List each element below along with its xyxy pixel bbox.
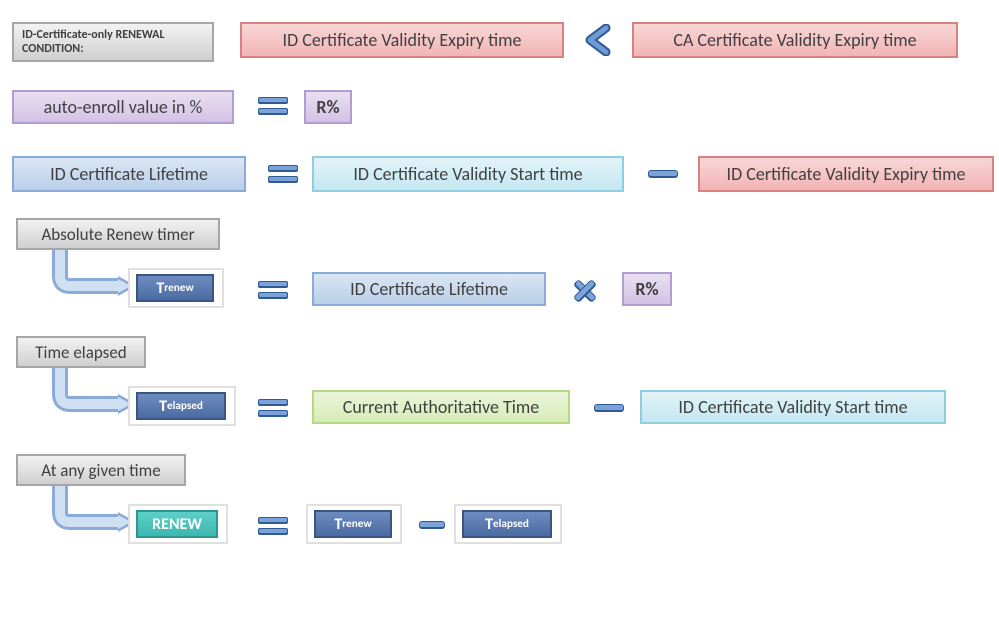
elbow-arrow-icon — [48, 486, 138, 536]
equals-icon — [256, 396, 290, 420]
r-percent-box: R% — [304, 90, 352, 124]
id-cert-lifetime-box: ID Certificate Lifetime — [12, 156, 246, 192]
time-elapsed-header: Time elapsed — [16, 336, 146, 368]
equals-icon — [266, 162, 300, 186]
at-any-given-time-header: At any given time — [16, 454, 186, 486]
equals-icon — [256, 94, 290, 118]
renew-var-box: RENEW — [136, 510, 218, 538]
elbow-arrow-icon — [48, 250, 138, 300]
id-cert-expiry-box-2: ID Certificate Validity Expiry time — [698, 156, 994, 192]
renewal-condition-header: ID-Certificate-only RENEWAL CONDITION: — [12, 22, 214, 62]
t-renew-var-box: Trenew — [136, 274, 214, 302]
minus-icon — [592, 402, 626, 414]
equals-icon — [256, 278, 290, 302]
id-cert-lifetime-box-2: ID Certificate Lifetime — [312, 272, 546, 306]
r-percent-box-2: R% — [622, 272, 672, 306]
less-than-icon — [582, 24, 614, 56]
t-elapsed-var-box: Telapsed — [136, 392, 226, 420]
id-cert-start-box: ID Certificate Validity Start time — [312, 156, 624, 192]
t-renew-var-box-2: Trenew — [314, 510, 392, 538]
equals-icon — [256, 514, 290, 538]
times-icon — [570, 276, 600, 306]
minus-icon — [418, 520, 446, 530]
elbow-arrow-icon — [48, 368, 138, 418]
ca-cert-expiry-box: CA Certificate Validity Expiry time — [632, 22, 958, 58]
t-elapsed-var-box-2: Telapsed — [462, 510, 552, 538]
id-cert-start-box-2: ID Certificate Validity Start time — [640, 390, 946, 424]
absolute-renew-timer-header: Absolute Renew timer — [16, 218, 220, 250]
id-cert-expiry-box: ID Certificate Validity Expiry time — [240, 22, 564, 58]
current-auth-time-box: Current Authoritative Time — [312, 390, 570, 424]
minus-icon — [646, 168, 680, 180]
auto-enroll-label-box: auto-enroll value in % — [12, 90, 234, 124]
